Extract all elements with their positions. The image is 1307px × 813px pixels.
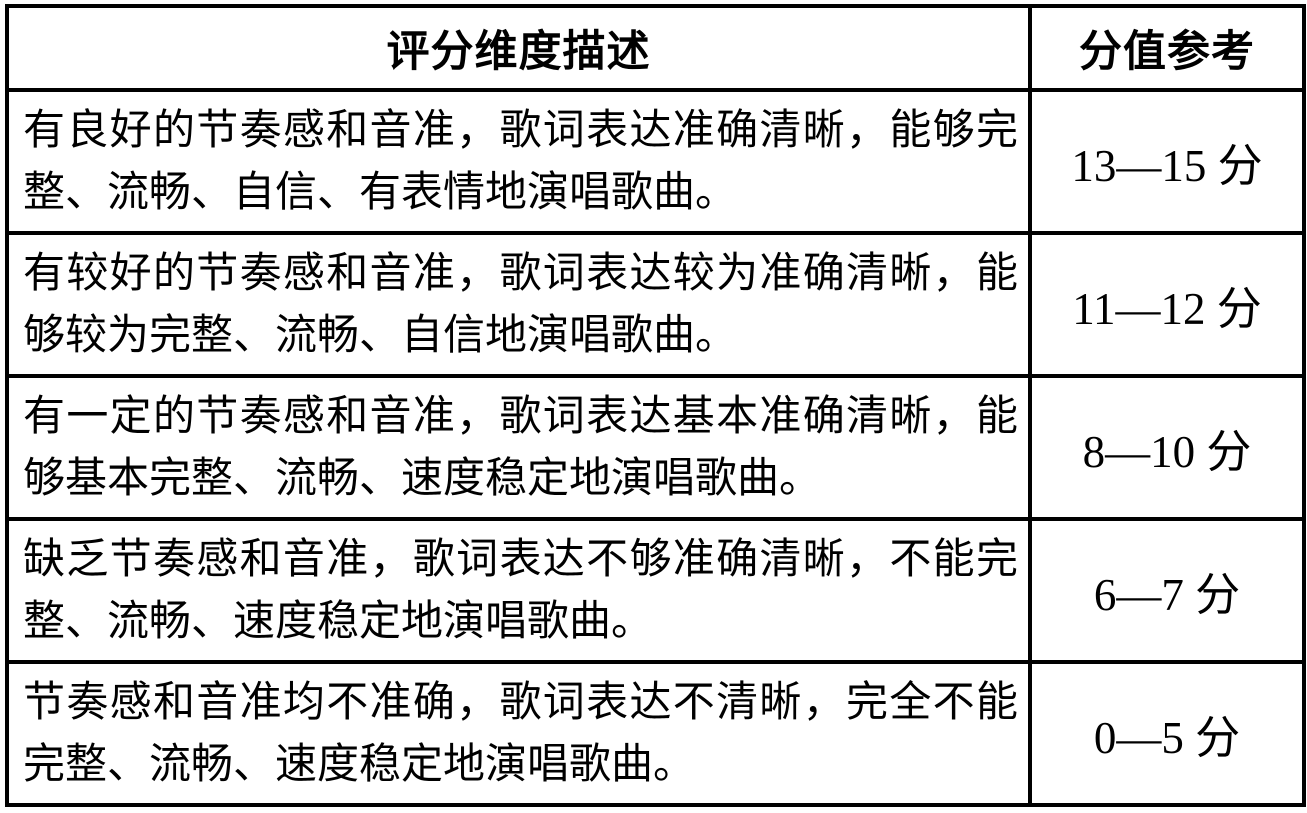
table-row: 有较好的节奏感和音准，歌词表达较为准确清晰，能够较为完整、流畅、自信地演唱歌曲。… [5, 231, 1306, 378]
table-row: 有良好的节奏感和音准，歌词表达准确清晰，能够完整、流畅、自信、有表情地演唱歌曲。… [5, 88, 1306, 235]
table-header-row: 评分维度描述 分值参考 [5, 4, 1306, 92]
score-cell: 0—5 分 [1028, 660, 1306, 807]
score-cell: 8—10 分 [1028, 374, 1306, 521]
table-row: 缺乏节奏感和音准，歌词表达不够准确清晰，不能完整、流畅、速度稳定地演唱歌曲。 6… [5, 517, 1306, 664]
criteria-cell: 有较好的节奏感和音准，歌词表达较为准确清晰，能够较为完整、流畅、自信地演唱歌曲。 [5, 231, 1032, 378]
table-row: 有一定的节奏感和音准，歌词表达基本准确清晰，能够基本完整、流畅、速度稳定地演唱歌… [5, 374, 1306, 521]
score-cell: 6—7 分 [1028, 517, 1306, 664]
scoring-rubric-table: 评分维度描述 分值参考 有良好的节奏感和音准，歌词表达准确清晰，能够完整、流畅、… [5, 4, 1306, 807]
criteria-cell: 有良好的节奏感和音准，歌词表达准确清晰，能够完整、流畅、自信、有表情地演唱歌曲。 [5, 88, 1032, 235]
criteria-cell: 节奏感和音准均不准确，歌词表达不清晰，完全不能完整、流畅、速度稳定地演唱歌曲。 [5, 660, 1032, 807]
score-cell: 13—15 分 [1028, 88, 1306, 235]
column-header-score: 分值参考 [1028, 4, 1306, 92]
table-row: 节奏感和音准均不准确，歌词表达不清晰，完全不能完整、流畅、速度稳定地演唱歌曲。 … [5, 660, 1306, 807]
column-header-description: 评分维度描述 [5, 4, 1032, 92]
criteria-cell: 缺乏节奏感和音准，歌词表达不够准确清晰，不能完整、流畅、速度稳定地演唱歌曲。 [5, 517, 1032, 664]
score-cell: 11—12 分 [1028, 231, 1306, 378]
criteria-cell: 有一定的节奏感和音准，歌词表达基本准确清晰，能够基本完整、流畅、速度稳定地演唱歌… [5, 374, 1032, 521]
